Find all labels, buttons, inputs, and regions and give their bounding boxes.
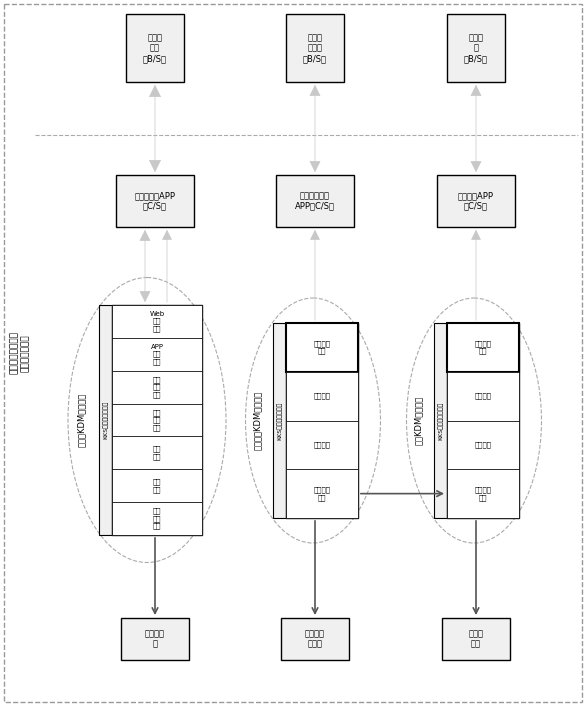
Bar bbox=[112, 436, 202, 469]
Text: 实时计算
引擎: 实时计算 引擎 bbox=[475, 340, 492, 354]
Text: 集团级KDM数据中心: 集团级KDM数据中心 bbox=[77, 393, 86, 447]
Text: 数据存储: 数据存储 bbox=[314, 441, 331, 448]
Text: 厂级应用APP
（C/S）: 厂级应用APP （C/S） bbox=[458, 191, 494, 210]
Text: 高频
采集
引擎: 高频 采集 引擎 bbox=[153, 409, 161, 431]
Text: KKS编码管理与服务: KKS编码管理与服务 bbox=[438, 401, 443, 440]
Bar bbox=[112, 469, 202, 502]
Text: 远程集控
数据源: 远程集控 数据源 bbox=[305, 629, 325, 649]
Text: 采集通信
接口: 采集通信 接口 bbox=[314, 486, 331, 501]
Bar bbox=[112, 305, 202, 338]
Text: 集团级
应用
（B/S）: 集团级 应用 （B/S） bbox=[143, 33, 167, 63]
Text: APP
发布
服务: APP 发布 服务 bbox=[151, 344, 163, 365]
Text: 分公司级应用
APP（C/S）: 分公司级应用 APP（C/S） bbox=[295, 191, 335, 210]
Bar bbox=[447, 372, 519, 421]
Bar bbox=[286, 469, 358, 518]
Bar bbox=[112, 305, 202, 535]
Text: 数据
存储: 数据 存储 bbox=[153, 479, 161, 493]
Text: 诊断
分析
服务: 诊断 分析 服务 bbox=[153, 376, 161, 398]
Text: KKS编码管理与服务: KKS编码管理与服务 bbox=[103, 401, 108, 439]
Bar bbox=[276, 175, 354, 227]
Text: 集团水电状态监测
与诊断分析系统: 集团水电状态监测 与诊断分析系统 bbox=[11, 332, 30, 374]
Text: 数据存储: 数据存储 bbox=[475, 441, 492, 448]
Bar bbox=[116, 175, 194, 227]
Bar bbox=[447, 323, 519, 372]
Bar bbox=[121, 618, 189, 660]
Text: 分公司
级应用
（B/S）: 分公司 级应用 （B/S） bbox=[303, 33, 327, 63]
Bar bbox=[99, 305, 112, 535]
Bar bbox=[286, 323, 358, 372]
Bar bbox=[447, 323, 519, 518]
Bar bbox=[286, 14, 344, 82]
Text: 数据调度: 数据调度 bbox=[475, 393, 492, 400]
Text: Web
应用
服务: Web 应用 服务 bbox=[149, 311, 165, 332]
Bar bbox=[442, 618, 510, 660]
Bar bbox=[434, 323, 447, 518]
Text: 电厂数
据源: 电厂数 据源 bbox=[468, 629, 483, 649]
Text: 采集
通信
接口: 采集 通信 接口 bbox=[153, 508, 161, 530]
Text: 数据
调度: 数据 调度 bbox=[153, 445, 161, 460]
Bar bbox=[112, 338, 202, 371]
Bar bbox=[286, 372, 358, 421]
Bar bbox=[447, 421, 519, 469]
Bar bbox=[273, 323, 286, 518]
Text: 集团级应用APP
（C/S）: 集团级应用APP （C/S） bbox=[135, 191, 175, 210]
Bar bbox=[437, 175, 515, 227]
Text: 分公司级KDM数据中心: 分公司级KDM数据中心 bbox=[253, 391, 261, 450]
Text: 采集通信
接口: 采集通信 接口 bbox=[475, 486, 492, 501]
Bar bbox=[447, 14, 505, 82]
Text: 实时计算
引擎: 实时计算 引擎 bbox=[314, 340, 331, 354]
Bar bbox=[447, 469, 519, 518]
Bar bbox=[126, 14, 184, 82]
Text: 厂级KDM数据中心: 厂级KDM数据中心 bbox=[414, 396, 423, 445]
Bar bbox=[286, 323, 358, 518]
Text: KKS编码管理与服务: KKS编码管理与服务 bbox=[277, 401, 282, 440]
Bar bbox=[286, 421, 358, 469]
Bar bbox=[112, 502, 202, 535]
Bar bbox=[281, 618, 349, 660]
Bar bbox=[112, 371, 202, 404]
Text: 厂级应
用
（B/S）: 厂级应 用 （B/S） bbox=[464, 33, 488, 63]
Bar bbox=[112, 404, 202, 436]
Text: 外部数据
源: 外部数据 源 bbox=[145, 629, 165, 649]
Text: 数据调度: 数据调度 bbox=[314, 393, 331, 400]
